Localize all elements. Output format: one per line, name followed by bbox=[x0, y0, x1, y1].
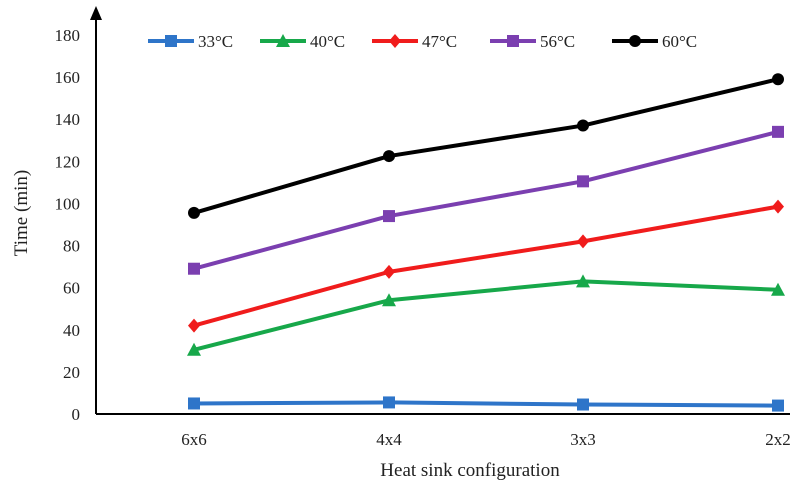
y-tick-label: 180 bbox=[55, 26, 81, 45]
data-point bbox=[188, 262, 200, 275]
series-2 bbox=[187, 274, 785, 356]
legend-swatch-marker bbox=[389, 34, 401, 48]
legend-label: 33°C bbox=[198, 32, 233, 51]
series-line bbox=[192, 204, 780, 328]
series-5 bbox=[188, 73, 784, 219]
x-tick-labels: 6x6 4x4 3x3 2x2 bbox=[181, 430, 791, 449]
y-tick-label: 160 bbox=[55, 68, 81, 87]
data-point bbox=[577, 119, 589, 132]
data-point bbox=[383, 264, 395, 279]
y-tick-label: 20 bbox=[63, 363, 80, 382]
data-point bbox=[383, 396, 395, 409]
y-axis bbox=[90, 6, 102, 414]
data-point bbox=[383, 150, 395, 163]
legend: 33°C 40°C 47°C 56°C 60°C bbox=[148, 32, 697, 51]
y-tick-label: 140 bbox=[55, 110, 81, 129]
data-point bbox=[772, 125, 784, 138]
data-point bbox=[383, 210, 395, 223]
y-tick-label: 100 bbox=[55, 194, 81, 213]
y-tick-label: 80 bbox=[63, 237, 80, 256]
y-tick-label: 120 bbox=[55, 152, 81, 171]
data-point bbox=[188, 206, 200, 219]
y-tick-label: 0 bbox=[72, 405, 81, 424]
x-tick-label: 6x6 bbox=[181, 430, 207, 449]
legend-item: 47°C bbox=[372, 32, 457, 51]
data-point bbox=[382, 293, 396, 307]
data-point bbox=[772, 199, 784, 214]
series-3 bbox=[188, 199, 784, 333]
x-tick-label: 4x4 bbox=[376, 430, 402, 449]
y-tick-label: 60 bbox=[63, 279, 80, 298]
legend-label: 47°C bbox=[422, 32, 457, 51]
series-line bbox=[192, 129, 780, 271]
legend-swatch-marker bbox=[507, 35, 519, 47]
data-point bbox=[188, 397, 200, 410]
x-tick-label: 2x2 bbox=[765, 430, 791, 449]
legend-item: 33°C bbox=[148, 32, 233, 51]
data-point bbox=[576, 274, 590, 288]
data-point bbox=[577, 175, 589, 188]
series-line bbox=[192, 400, 780, 408]
data-point bbox=[771, 282, 785, 296]
legend-swatch-marker bbox=[629, 35, 641, 47]
data-point bbox=[772, 73, 784, 86]
legend-item: 60°C bbox=[612, 32, 697, 51]
series-layer bbox=[187, 73, 785, 412]
legend-swatch-marker bbox=[276, 34, 290, 47]
data-point bbox=[772, 399, 784, 412]
y-axis-title: Time (min) bbox=[11, 170, 32, 256]
x-tick-label: 3x3 bbox=[570, 430, 596, 449]
x-axis-title: Heat sink configuration bbox=[380, 460, 560, 481]
legend-label: 56°C bbox=[540, 32, 575, 51]
legend-swatch-marker bbox=[165, 35, 177, 47]
series-1 bbox=[188, 396, 784, 412]
y-tick-labels: 0 20 40 60 80 100 120 140 160 180 bbox=[55, 26, 81, 424]
legend-label: 60°C bbox=[662, 32, 697, 51]
data-point bbox=[577, 234, 589, 249]
y-tick-label: 40 bbox=[63, 321, 80, 340]
series-line bbox=[192, 279, 780, 352]
legend-item: 56°C bbox=[490, 32, 575, 51]
data-point bbox=[187, 342, 201, 356]
legend-item: 40°C bbox=[260, 32, 345, 51]
data-point bbox=[188, 318, 200, 333]
series-line bbox=[192, 77, 780, 215]
y-axis-arrow bbox=[90, 6, 102, 20]
series-4 bbox=[188, 125, 784, 275]
data-point bbox=[577, 398, 589, 411]
legend-label: 40°C bbox=[310, 32, 345, 51]
